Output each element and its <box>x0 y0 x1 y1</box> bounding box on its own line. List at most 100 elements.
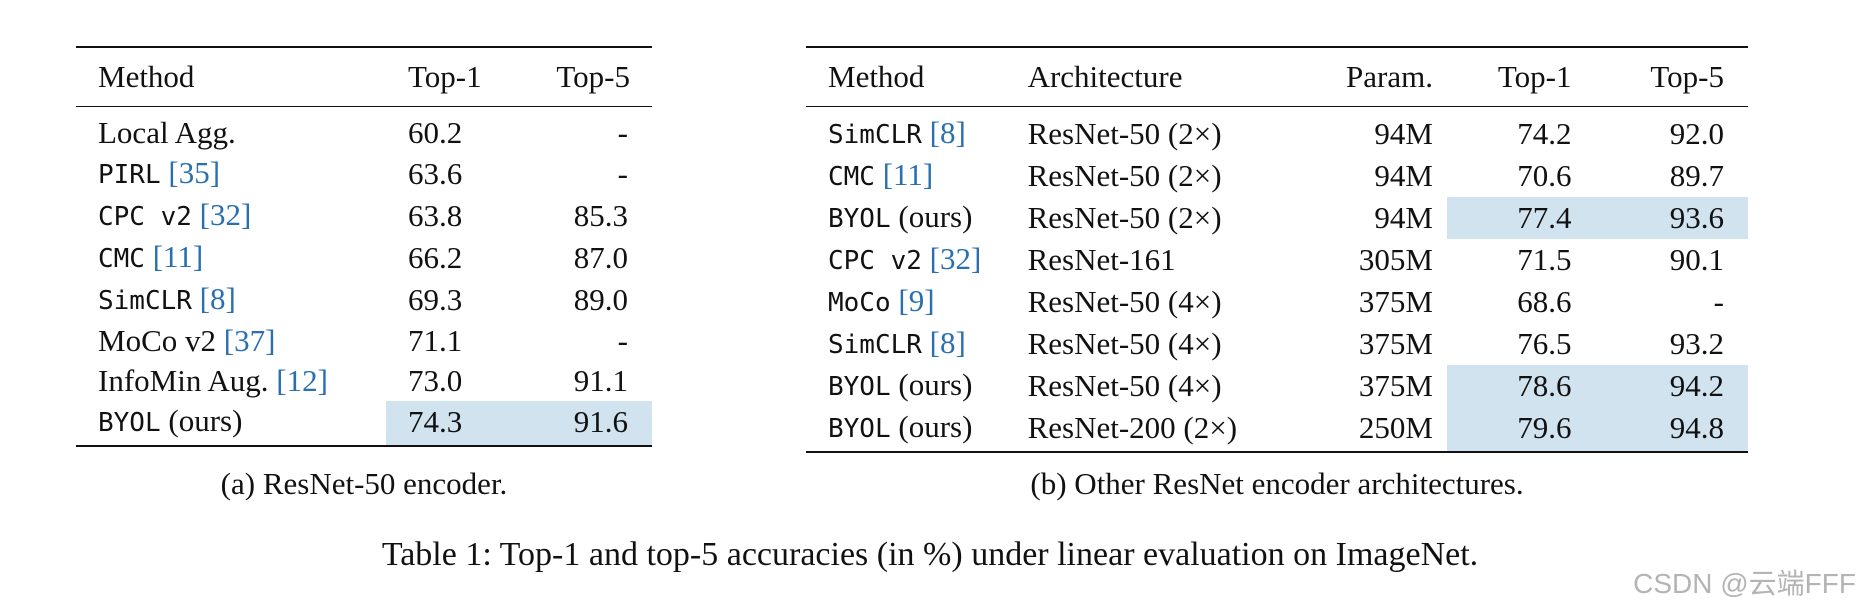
citation-link[interactable]: [8] <box>929 115 966 150</box>
header-top5: Top-5 <box>1650 59 1724 94</box>
architecture-cell: ResNet-50 (2×) <box>1027 158 1222 193</box>
top5-cell: 93.2 <box>1669 326 1724 361</box>
top5-cell: - <box>617 115 628 150</box>
method-name: CMC <box>98 244 145 274</box>
method-cell: MoCo [9] <box>806 281 1028 323</box>
architecture-cell: ResNet-50 (2×) <box>1027 116 1222 151</box>
top1-cell: 74.3 <box>386 401 519 446</box>
subcaption-a: (a) ResNet-50 encoder. <box>220 466 508 501</box>
citation-link[interactable]: [8] <box>199 281 236 316</box>
method-name: CPC v2 <box>828 246 922 276</box>
header-top5: Top-5 <box>556 59 630 94</box>
top5-cell: 87.0 <box>573 240 628 275</box>
architecture-cell: ResNet-200 (2×) <box>1027 410 1238 445</box>
method-cell: Local Agg. <box>76 107 386 154</box>
architecture-cell: ResNet-50 (4×) <box>1027 326 1222 361</box>
table-header-row: Method Architecture Param. Top-1 Top-5 <box>806 47 1748 107</box>
table-row: BYOL (ours) ResNet-50 (2×) 94M 77.4 93.6 <box>806 197 1748 239</box>
top1-cell: 69.3 <box>408 282 463 317</box>
top5-cell: 94.8 <box>1599 407 1748 452</box>
table-other-architectures: Method Architecture Param. Top-1 Top-5 S… <box>806 46 1748 453</box>
param-cell: 94M <box>1374 200 1433 235</box>
architecture-cell: ResNet-50 (2×) <box>1027 200 1222 235</box>
method-cell: InfoMin Aug. [12] <box>76 361 386 401</box>
table-row: CMC [11] 66.2 87.0 <box>76 237 652 279</box>
method-name: InfoMin Aug. <box>98 363 269 398</box>
table-row: CPC v2 [32] ResNet-161 305M 71.5 90.1 <box>806 239 1748 281</box>
subcaption-b: (b) Other ResNet encoder architectures. <box>1030 466 1524 501</box>
header-architecture: Architecture <box>1027 59 1183 94</box>
table-row: CMC [11] ResNet-50 (2×) 94M 70.6 89.7 <box>806 155 1748 197</box>
top1-cell: 68.6 <box>1517 284 1572 319</box>
ours-label: (ours) <box>898 409 973 444</box>
method-name: MoCo <box>828 288 891 318</box>
top1-cell: 79.6 <box>1446 407 1600 452</box>
top5-cell: 92.0 <box>1669 116 1724 151</box>
top1-cell: 71.1 <box>408 323 463 358</box>
top5-cell: 91.1 <box>573 363 628 398</box>
param-cell: 375M <box>1358 368 1433 403</box>
table-row: MoCo [9] ResNet-50 (4×) 375M 68.6- <box>806 281 1748 323</box>
param-cell: 375M <box>1358 326 1433 361</box>
ours-label: (ours) <box>898 199 973 234</box>
method-cell: BYOL (ours) <box>76 401 386 446</box>
table-row: CPC v2 [32] 63.8 85.3 <box>76 195 652 237</box>
table-row: SimCLR [8] ResNet-50 (2×) 94M 74.2 92.0 <box>806 107 1748 156</box>
method-name: BYOL <box>828 372 891 402</box>
method-name: CPC v2 <box>98 202 192 232</box>
param-cell: 305M <box>1358 242 1433 277</box>
param-cell: 94M <box>1374 158 1433 193</box>
top5-cell: 93.6 <box>1599 197 1748 239</box>
top1-cell: 71.5 <box>1517 242 1572 277</box>
top1-cell: 66.2 <box>408 240 463 275</box>
header-top1: Top-1 <box>1497 59 1572 94</box>
method-cell: CMC [11] <box>806 155 1028 197</box>
top1-cell: 74.2 <box>1517 116 1572 151</box>
header-top1: Top-1 <box>408 59 482 94</box>
citation-link[interactable]: [12] <box>276 363 328 398</box>
citation-link[interactable]: [11] <box>152 239 204 274</box>
table-resnet50: Method Top-1 Top-5 Local Agg. 60.2- PIRL … <box>76 46 652 447</box>
ours-label: (ours) <box>168 403 243 438</box>
method-name: CMC <box>828 162 875 192</box>
watermark: CSDN @云端FFF <box>1633 568 1856 599</box>
top1-cell: 76.5 <box>1517 326 1572 361</box>
table-row: BYOL (ours) 74.3 91.6 <box>76 401 652 446</box>
table-row: BYOL (ours) ResNet-50 (4×) 375M 78.6 94.2 <box>806 365 1748 407</box>
citation-link[interactable]: [8] <box>929 325 966 360</box>
top5-cell: 89.0 <box>573 282 628 317</box>
top5-cell: 89.7 <box>1669 158 1724 193</box>
citation-link[interactable]: [11] <box>882 157 934 192</box>
ours-label: (ours) <box>898 367 973 402</box>
method-name: BYOL <box>828 414 891 444</box>
method-cell: SimCLR [8] <box>806 107 1028 156</box>
table-row: SimCLR [8] 69.3 89.0 <box>76 279 652 321</box>
top1-cell: 63.6 <box>408 156 463 191</box>
citation-link[interactable]: [35] <box>168 155 221 190</box>
table-caption: Table 1: Top-1 and top-5 accuracies (in … <box>381 536 1479 573</box>
top1-cell: 78.6 <box>1446 365 1600 407</box>
method-cell: PIRL [35] <box>76 153 386 195</box>
architecture-cell: ResNet-50 (4×) <box>1027 284 1222 319</box>
method-name: SimCLR <box>828 120 922 150</box>
table-row: PIRL [35] 63.6 - <box>76 153 652 195</box>
method-cell: CPC v2 [32] <box>76 195 386 237</box>
citation-link[interactable]: [37] <box>223 323 276 358</box>
citation-link[interactable]: [32] <box>929 241 982 276</box>
table-row: SimCLR [8] ResNet-50 (4×) 375M 76.5 93.2 <box>806 323 1748 365</box>
table-row: BYOL (ours) ResNet-200 (2×) 250M 79.6 94.8 <box>806 407 1748 452</box>
method-name: BYOL <box>98 408 161 438</box>
table-row: Local Agg. 60.2 - <box>76 107 652 154</box>
citation-link[interactable]: [32] <box>199 197 252 232</box>
header-method: Method <box>98 59 195 94</box>
top1-cell: 70.6 <box>1517 158 1572 193</box>
architecture-cell: ResNet-161 <box>1027 242 1176 277</box>
method-cell: SimCLR [8] <box>76 279 386 321</box>
top1-cell: 63.8 <box>408 198 463 233</box>
method-name: PIRL <box>98 160 161 190</box>
table-row: MoCo v2 [37] 71.1 - <box>76 321 652 361</box>
top5-cell: - <box>617 156 628 191</box>
method-name: BYOL <box>828 204 891 234</box>
top5-cell: 90.1 <box>1669 242 1724 277</box>
citation-link[interactable]: [9] <box>898 283 935 318</box>
